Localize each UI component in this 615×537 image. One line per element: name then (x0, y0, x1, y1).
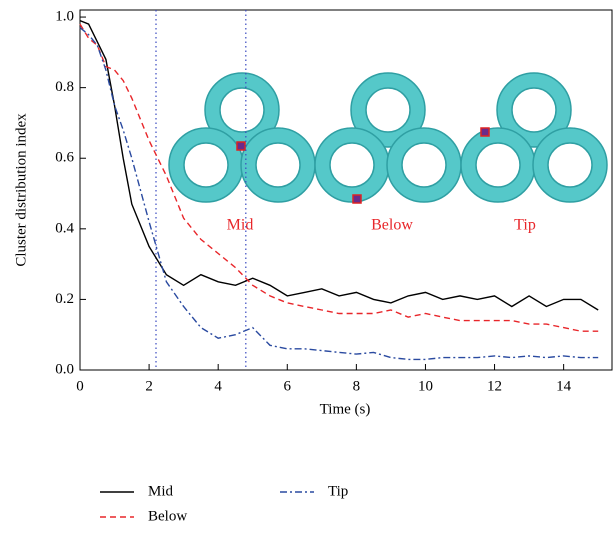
ring-hole (365, 87, 411, 133)
x-axis-label: Time (s) (320, 401, 371, 417)
probe-point (236, 141, 246, 151)
ring-illustration (168, 72, 316, 203)
ring-hole (475, 142, 521, 188)
ring-hole (511, 87, 557, 133)
y-tick-label: 0.0 (55, 361, 74, 377)
y-tick-label: 0.8 (55, 79, 74, 95)
x-tick-label: 0 (76, 378, 84, 394)
ring-hole (183, 142, 229, 188)
probe-point (480, 127, 490, 137)
inset-label: Mid (227, 217, 254, 234)
x-tick-label: 4 (214, 378, 222, 394)
legend-label: Below (148, 508, 187, 524)
inset-label: Below (371, 217, 413, 234)
inset-label: Tip (514, 217, 536, 234)
x-tick-label: 12 (487, 378, 502, 394)
probe-point (352, 194, 362, 204)
ring-illustration (460, 72, 608, 203)
x-tick-label: 6 (284, 378, 292, 394)
legend-label: Tip (328, 483, 348, 499)
y-axis-label: Cluster distribution index (13, 113, 29, 267)
y-tick-label: 0.2 (55, 291, 74, 307)
x-tick-label: 10 (418, 378, 433, 394)
y-tick-label: 1.0 (55, 8, 74, 24)
ring-hole (255, 142, 301, 188)
y-tick-label: 0.6 (55, 150, 74, 166)
ring-hole (547, 142, 593, 188)
series-line (79, 19, 599, 311)
series-line (79, 27, 599, 361)
series-line (79, 23, 599, 332)
ring-hole (329, 142, 375, 188)
y-tick-label: 0.4 (55, 220, 74, 236)
ring-illustration (314, 72, 462, 204)
x-tick-label: 14 (556, 378, 572, 394)
ring-hole (401, 142, 447, 188)
x-tick-label: 2 (145, 378, 153, 394)
ring-hole (219, 87, 265, 133)
x-tick-label: 8 (353, 378, 361, 394)
plot-frame (79, 9, 613, 371)
legend-label: Mid (148, 483, 174, 499)
